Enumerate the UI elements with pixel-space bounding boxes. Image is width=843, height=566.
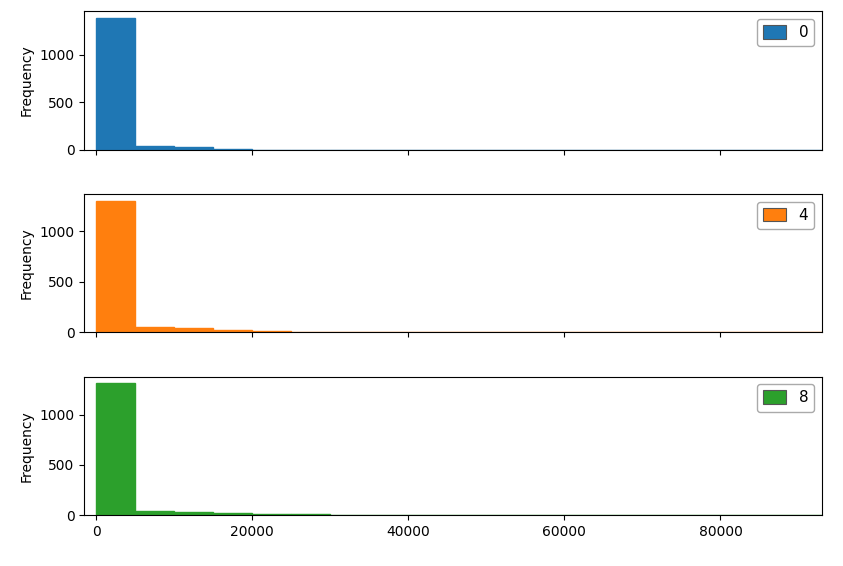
Legend: 8: 8 <box>757 384 814 411</box>
Bar <box>291 514 330 515</box>
Bar <box>96 383 135 515</box>
Bar <box>213 329 252 332</box>
Y-axis label: Frequency: Frequency <box>20 228 34 299</box>
Y-axis label: Frequency: Frequency <box>20 45 34 117</box>
Bar <box>174 147 213 150</box>
Bar <box>174 512 213 515</box>
Bar <box>135 327 174 332</box>
Bar <box>135 511 174 515</box>
Bar <box>174 328 213 332</box>
Legend: 0: 0 <box>757 19 814 46</box>
Bar <box>96 18 135 150</box>
Legend: 4: 4 <box>757 201 814 229</box>
Y-axis label: Frequency: Frequency <box>20 410 34 482</box>
Bar <box>252 331 291 332</box>
Bar <box>213 513 252 515</box>
Bar <box>96 200 135 332</box>
Bar <box>252 514 291 515</box>
Bar <box>135 147 174 150</box>
